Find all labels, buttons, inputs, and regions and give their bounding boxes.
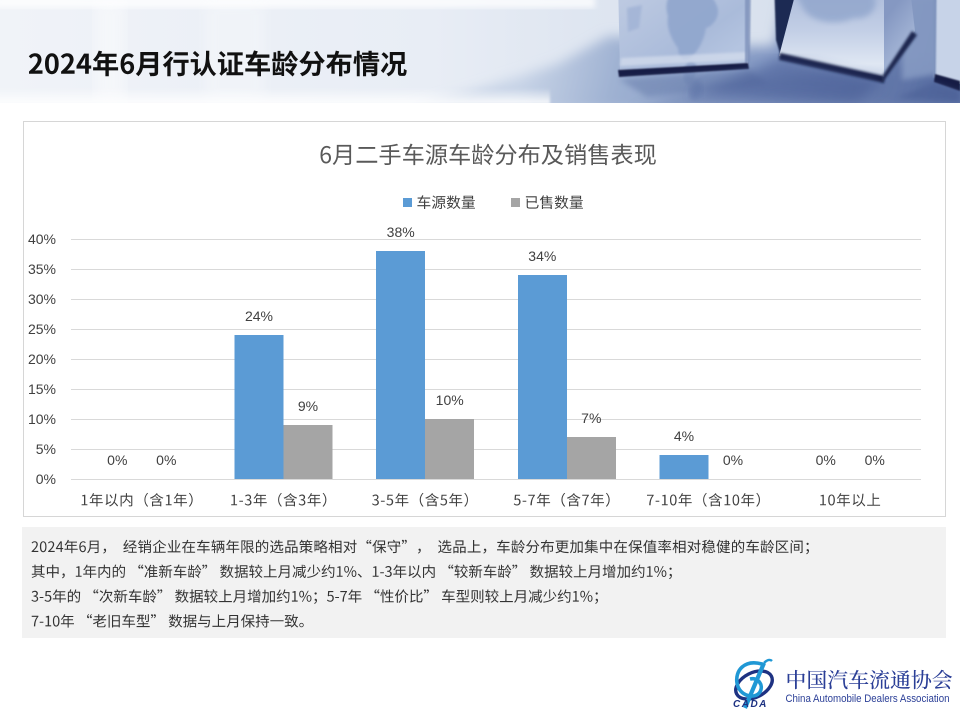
svg-text:9%: 9% <box>298 398 318 414</box>
svg-text:0%: 0% <box>156 452 176 468</box>
svg-text:15%: 15% <box>28 381 56 397</box>
svg-text:38%: 38% <box>387 224 415 240</box>
svg-text:35%: 35% <box>28 261 56 277</box>
svg-text:10%: 10% <box>436 392 464 408</box>
svg-text:40%: 40% <box>28 231 56 247</box>
svg-text:25%: 25% <box>28 321 56 337</box>
svg-text:7%: 7% <box>581 410 601 426</box>
svg-text:4%: 4% <box>674 428 694 444</box>
svg-text:0%: 0% <box>36 471 56 487</box>
svg-text:30%: 30% <box>28 291 56 307</box>
svg-text:0%: 0% <box>865 452 885 468</box>
svg-text:5%: 5% <box>36 441 56 457</box>
svg-text:34%: 34% <box>528 248 556 264</box>
svg-text:0%: 0% <box>816 452 836 468</box>
svg-text:CADA: CADA <box>733 699 768 710</box>
svg-text:24%: 24% <box>245 308 273 324</box>
svg-text:0%: 0% <box>107 452 127 468</box>
svg-text:China Automobile Dealers Assoc: China Automobile Dealers Association <box>786 693 950 705</box>
svg-text:0%: 0% <box>723 452 743 468</box>
svg-text:10%: 10% <box>28 411 56 427</box>
svg-text:20%: 20% <box>28 351 56 367</box>
